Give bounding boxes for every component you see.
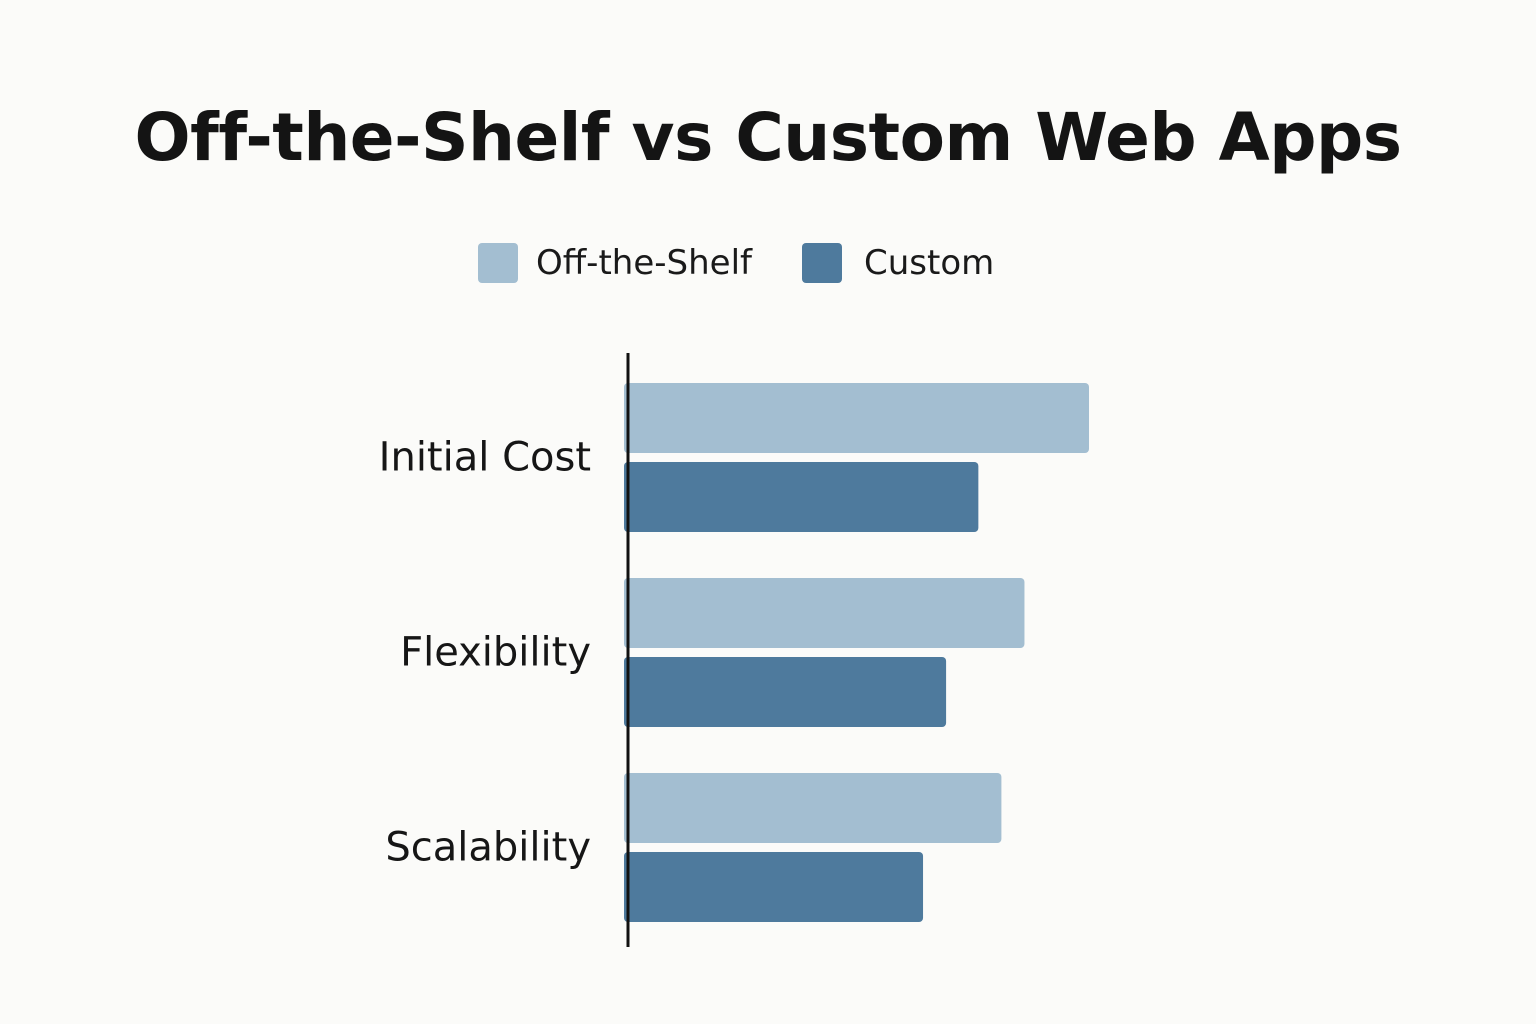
- legend-item-off-the-shelf: Off-the-Shelf: [478, 241, 752, 285]
- bar-flexibility-custom: [624, 657, 947, 727]
- bar-scalability-custom: [624, 852, 924, 922]
- bar-scalability-off-the-shelf: [624, 773, 1002, 843]
- bar-initial-cost-off-the-shelf: [624, 383, 1089, 453]
- category-label-initial-cost: Initial Cost: [379, 435, 591, 481]
- bar-initial-cost-custom: [624, 462, 979, 532]
- chart-legend: Off-the-Shelf Custom: [478, 241, 994, 285]
- legend-item-custom: Custom: [802, 241, 994, 285]
- legend-label-custom: Custom: [864, 243, 995, 283]
- legend-label-off-the-shelf: Off-the-Shelf: [536, 243, 752, 283]
- legend-swatch-off-the-shelf: [478, 243, 518, 283]
- chart-title: Off-the-Shelf vs Custom Web Apps: [134, 99, 1402, 176]
- category-label-scalability: Scalability: [385, 825, 591, 871]
- category-label-flexibility: Flexibility: [400, 630, 591, 676]
- bar-flexibility-off-the-shelf: [624, 578, 1025, 648]
- legend-swatch-custom: [802, 243, 842, 283]
